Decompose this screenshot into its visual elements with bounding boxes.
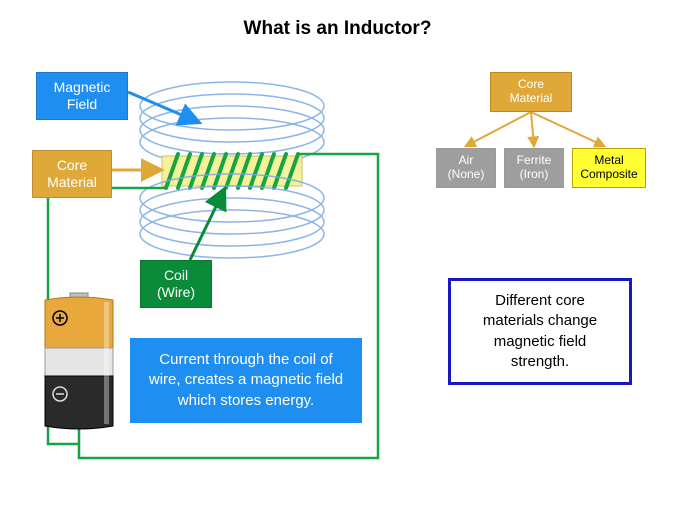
- tree-child-air: Air (None): [436, 148, 496, 188]
- label-text: Coil (Wire): [157, 267, 195, 300]
- tree-child-ferrite: Ferrite (Iron): [504, 148, 564, 188]
- coil-windings: [166, 154, 298, 188]
- core-shape: [162, 156, 302, 186]
- tree-root-label: Core Material: [510, 77, 553, 105]
- note-text: Different core materials change magnetic…: [483, 292, 597, 370]
- tree-child-label: Metal Composite: [580, 153, 637, 181]
- tree-child-label: Ferrite (Iron): [517, 153, 552, 181]
- description-text: Current through the coil of wire, create…: [149, 351, 343, 409]
- label-text: Core Material: [47, 157, 97, 190]
- magnetic-field-bottom: [140, 174, 324, 258]
- label-text: Magnetic Field: [54, 79, 111, 112]
- tree-child-label: Air (None): [448, 153, 485, 181]
- label-magnetic-field: Magnetic Field: [36, 72, 128, 120]
- tree-arrows: [466, 112, 604, 146]
- note-box: Different core materials change magnetic…: [448, 278, 632, 385]
- tree-root: Core Material: [490, 72, 572, 112]
- arrow-coil: [190, 190, 224, 260]
- label-coil: Coil (Wire): [140, 260, 212, 308]
- battery-shape: [45, 293, 113, 429]
- arrow-magnetic-field: [128, 92, 198, 122]
- page-title: What is an Inductor?: [0, 18, 675, 40]
- tree-child-metal: Metal Composite: [572, 148, 646, 188]
- magnetic-field-top: [140, 82, 324, 166]
- description-box: Current through the coil of wire, create…: [130, 338, 362, 423]
- label-core-material: Core Material: [32, 150, 112, 198]
